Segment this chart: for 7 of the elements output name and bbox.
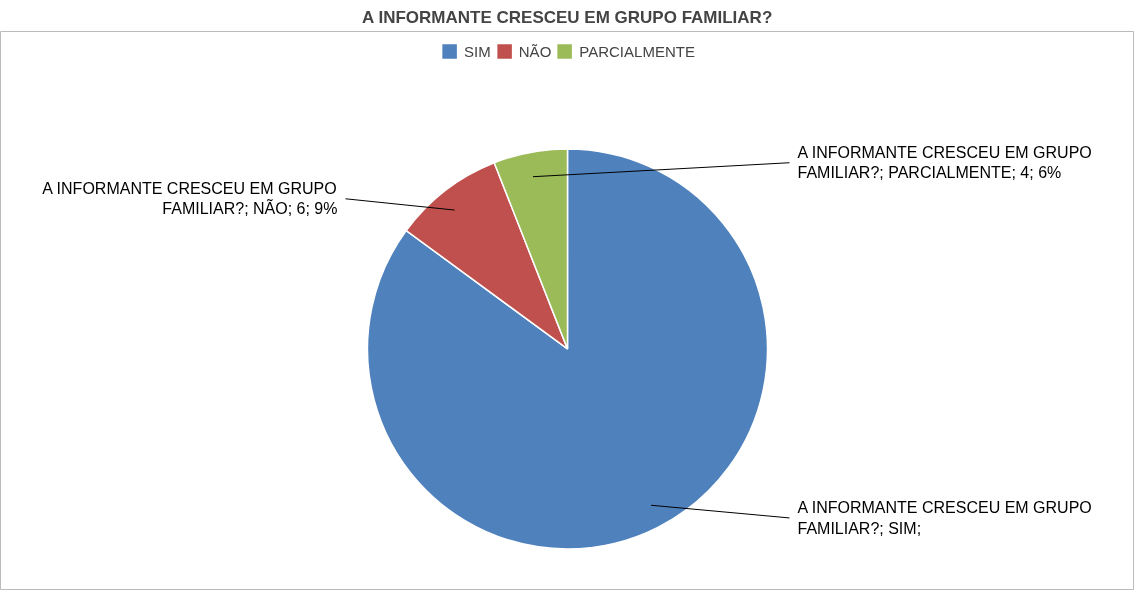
legend-label: NÃO [518,42,552,60]
data-label: A INFORMANTE CRESCEU EM GRUPO FAMILIAR?; NÃO; 6; 9% [42,180,338,218]
data-label: A INFORMANTE CRESCEU EM GRUPO FAMILIAR?; PARCIALMENTE; 4; 6% [797,144,1092,182]
chart-title: A INFORMANTE CRESCEU EM GRUPO FAMILIAR? [362,7,773,27]
legend-label: SIM [464,42,491,60]
legend-label: PARCIALMENTE [579,42,695,60]
data-label: A INFORMANTE CRESCEU EM GRUPO FAMILIAR?; SIM; [797,499,1092,537]
